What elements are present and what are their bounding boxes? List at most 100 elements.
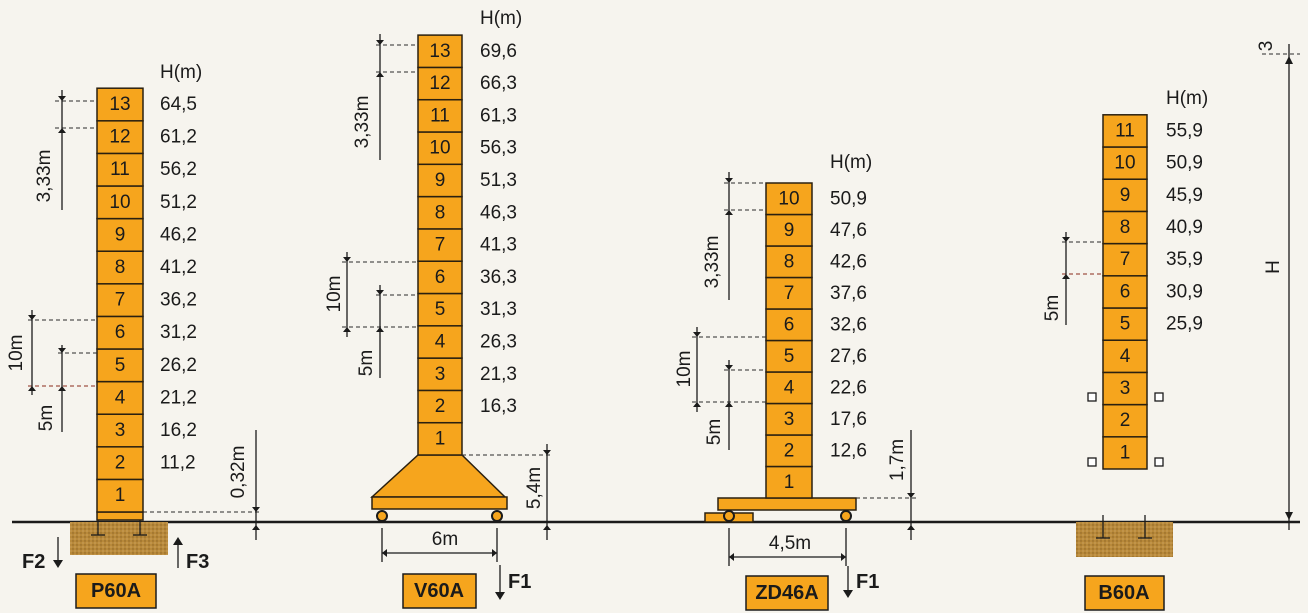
segment-number: 10 bbox=[109, 192, 130, 213]
arrow-up-icon bbox=[1285, 56, 1293, 64]
tower-segment bbox=[765, 402, 813, 436]
height-value: 36,2 bbox=[160, 290, 197, 311]
wheel-icon bbox=[376, 510, 388, 522]
arrow-down-icon bbox=[1285, 512, 1293, 520]
segment-number: 1 bbox=[115, 485, 126, 506]
segment-number: 7 bbox=[435, 235, 446, 256]
segment-number: 11 bbox=[110, 159, 130, 180]
height-value: 61,3 bbox=[480, 105, 517, 126]
height-value: 37,6 bbox=[830, 283, 867, 304]
height-value: 31,3 bbox=[480, 299, 517, 320]
arrow-down-icon bbox=[376, 290, 384, 295]
height-value: 46,3 bbox=[480, 202, 517, 223]
label-b60a: B60A bbox=[1084, 575, 1165, 611]
height-value: 26,3 bbox=[480, 331, 517, 352]
segment-number: 6 bbox=[1120, 281, 1131, 302]
arrow-up-icon bbox=[376, 327, 384, 332]
dim-ten-p60a: 10m bbox=[6, 335, 27, 372]
height-value: 64,5 bbox=[160, 94, 197, 115]
tower-segment bbox=[1102, 275, 1148, 309]
segment-number: 6 bbox=[784, 314, 795, 335]
foundation-b60a bbox=[1076, 522, 1173, 557]
label-zd46a: ZD46A bbox=[745, 575, 829, 611]
arrow-down-icon bbox=[28, 315, 36, 320]
overall-height: 3 H bbox=[1256, 41, 1300, 530]
tower-segment bbox=[417, 195, 463, 230]
tower-segment bbox=[96, 478, 144, 513]
tower-segment bbox=[417, 131, 463, 166]
dim-base-v60a: 5,4m bbox=[524, 467, 545, 509]
segment-number: 8 bbox=[1120, 217, 1131, 238]
segment-number: 13 bbox=[109, 94, 130, 115]
height-value: 22,6 bbox=[830, 377, 867, 398]
segment-number: 10 bbox=[429, 138, 450, 159]
segment-number: 4 bbox=[784, 377, 795, 398]
segment-number: 2 bbox=[435, 396, 446, 417]
arrow-up-icon bbox=[693, 402, 701, 407]
base-frame-v60a bbox=[370, 454, 507, 498]
wheel-icon bbox=[723, 510, 735, 522]
arrow-down-icon bbox=[725, 178, 733, 183]
crane-b60a: 1 2 3 4 5 6 7 8 9 10 11 25,9 30,9 35,9 40,9 45,9 50,9 55… bbox=[1042, 88, 1208, 611]
arrow-right-icon bbox=[492, 549, 497, 557]
tower-segment bbox=[96, 446, 144, 481]
height-value: 69,6 bbox=[480, 41, 517, 62]
height-header-v60a: H(m) bbox=[480, 8, 522, 29]
segment-number: 10 bbox=[1114, 153, 1135, 174]
segment-number: 9 bbox=[784, 220, 795, 241]
tower-segment bbox=[1102, 114, 1148, 148]
arrow-down-icon bbox=[343, 257, 351, 262]
height-value: 40,9 bbox=[1166, 217, 1203, 238]
tower-segment bbox=[417, 325, 463, 359]
overall-height-label: H bbox=[1263, 260, 1284, 274]
arrow-up-icon bbox=[343, 327, 351, 332]
dim-five-v60a: 5m bbox=[356, 350, 377, 376]
tower-segment bbox=[1102, 210, 1148, 245]
tower-segment bbox=[1102, 436, 1148, 470]
tower-segment bbox=[96, 185, 144, 220]
height-value: 51,3 bbox=[480, 170, 517, 191]
segment-number: 10 bbox=[778, 188, 799, 209]
anchor-square bbox=[1154, 392, 1164, 402]
tower-segment bbox=[765, 339, 813, 373]
segment-number: 3 bbox=[784, 409, 795, 430]
height-value: 56,2 bbox=[160, 159, 197, 180]
arrow-down-icon bbox=[543, 450, 551, 455]
segment-number: 7 bbox=[1120, 249, 1131, 270]
arrow-down-icon bbox=[252, 507, 260, 512]
arrow-up-icon bbox=[725, 210, 733, 215]
height-value: 16,2 bbox=[160, 420, 197, 441]
overall-top-mark: 3 bbox=[1256, 41, 1277, 52]
tower-segment bbox=[96, 250, 144, 285]
wheel-icon bbox=[840, 510, 852, 522]
force-f2: F2 bbox=[22, 551, 45, 573]
height-value: 36,3 bbox=[480, 267, 517, 288]
height-value: 31,2 bbox=[160, 322, 197, 343]
height-value: 47,6 bbox=[830, 220, 867, 241]
base-beam-zd46a bbox=[717, 497, 857, 511]
height-header-zd46a: H(m) bbox=[830, 152, 872, 173]
segment-number: 12 bbox=[109, 127, 130, 148]
height-value: 66,3 bbox=[480, 73, 517, 94]
height-value: 41,3 bbox=[480, 235, 517, 256]
tower-segment bbox=[1102, 307, 1148, 341]
segment-number: 2 bbox=[115, 453, 126, 474]
height-value: 17,6 bbox=[830, 409, 867, 430]
height-value: 61,2 bbox=[160, 127, 197, 148]
height-header-b60a: H(m) bbox=[1166, 88, 1208, 109]
arrow-up-icon bbox=[58, 128, 66, 133]
arrow-down-icon bbox=[1062, 237, 1070, 242]
arrow-left-icon bbox=[729, 553, 734, 561]
arrow-down-icon bbox=[843, 590, 853, 598]
height-value: 25,9 bbox=[1166, 314, 1203, 335]
segment-number: 9 bbox=[1120, 185, 1131, 206]
segment-number: 1 bbox=[784, 472, 795, 493]
tower-segment bbox=[417, 357, 463, 392]
svg-text:P60A: P60A bbox=[91, 580, 141, 602]
svg-text:ZD46A: ZD46A bbox=[755, 582, 818, 604]
base-beam-v60a bbox=[371, 496, 508, 510]
arrow-down-icon bbox=[725, 365, 733, 370]
arrow-down-icon bbox=[53, 560, 63, 568]
tower-segment bbox=[417, 228, 463, 262]
